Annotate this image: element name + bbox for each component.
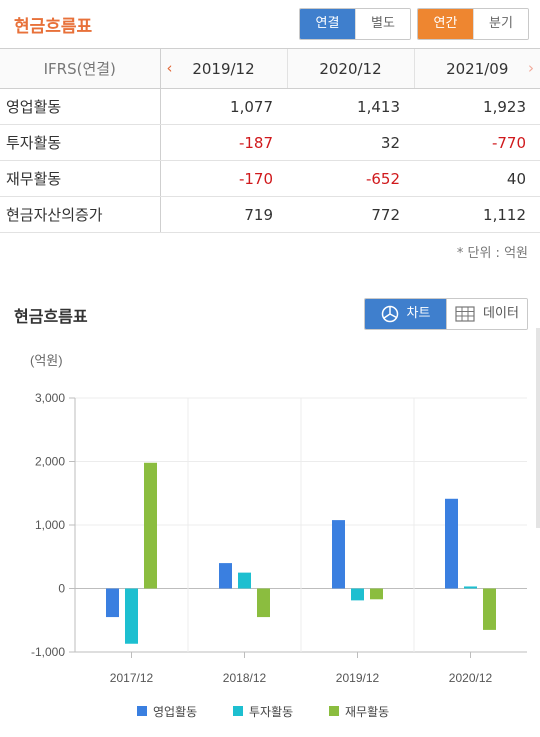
row-label: 현금자산의증가 [0, 196, 161, 233]
legend-label[interactable]: 재무활동 [345, 705, 389, 719]
header-bar: 현금흐름표 연결 별도 연간 분기 [0, 0, 540, 48]
table-cell: -652 [287, 160, 414, 197]
table-grid-icon [455, 306, 475, 322]
header-title: 현금흐름표 [14, 17, 93, 37]
consolidation-toggle: 연결 별도 [299, 8, 411, 40]
y-tick-label: 3,000 [35, 391, 65, 405]
column-header: ‹ 2019/12 [160, 48, 287, 89]
chevron-right-icon[interactable]: › [528, 59, 534, 77]
bar-영업활동[interactable] [445, 498, 458, 589]
chart-view-button[interactable]: 차트 [365, 299, 446, 329]
table-header-row: IFRS(연결) ‹ 2019/12 2020/12 2021/09 › [0, 48, 540, 89]
chevron-left-icon[interactable]: ‹ [166, 59, 173, 77]
x-tick-label: 2018/12 [223, 671, 267, 685]
table-row: 재무활동 -170 -652 40 [0, 160, 540, 197]
x-tick-label: 2019/12 [336, 671, 380, 685]
table-row: 영업활동 1,077 1,413 1,923 [0, 88, 540, 125]
y-tick-label: 0 [58, 582, 65, 596]
table-cell: -770 [414, 124, 540, 161]
data-view-button[interactable]: 데이터 [446, 299, 527, 329]
row-label: 투자활동 [0, 124, 161, 161]
period-toggle: 연간 분기 [417, 8, 529, 40]
bar-재무활동[interactable] [370, 588, 383, 600]
table-cell: 719 [160, 196, 287, 233]
legend-swatch [233, 706, 243, 716]
column-header: 2020/12 [286, 48, 414, 89]
bar-투자활동[interactable] [351, 588, 364, 601]
bar-투자활동[interactable] [125, 588, 138, 644]
y-tick-label: -1,000 [31, 645, 65, 659]
table-row: 현금자산의증가 719 772 1,112 [0, 196, 540, 233]
section-title: 현금흐름표 [14, 307, 88, 326]
table-cell: 772 [287, 196, 414, 233]
table-cell: -187 [160, 124, 287, 161]
bar-재무활동[interactable] [144, 462, 157, 589]
scrollbar[interactable] [536, 328, 540, 528]
x-tick-label: 2017/12 [110, 671, 154, 685]
quarterly-button[interactable]: 분기 [473, 9, 528, 39]
cashflow-table: IFRS(연결) ‹ 2019/12 2020/12 2021/09 › 영업활… [0, 48, 540, 233]
bar-영업활동[interactable] [332, 520, 345, 589]
y-tick-label: 2,000 [35, 455, 65, 469]
legend-label[interactable]: 투자활동 [249, 705, 293, 719]
column-header: 2021/09 › [413, 48, 540, 89]
row-label: 영업활동 [0, 88, 161, 125]
legend-label[interactable]: 영업활동 [153, 705, 197, 719]
y-tick-label: 1,000 [35, 518, 65, 532]
bar-투자활동[interactable] [238, 572, 251, 589]
table-cell: 1,077 [160, 88, 287, 125]
consolidated-button[interactable]: 연결 [300, 9, 355, 39]
table-cell: 1,112 [414, 196, 540, 233]
row-label: 재무활동 [0, 160, 161, 197]
table-row: 투자활동 -187 32 -770 [0, 124, 540, 161]
table-corner: IFRS(연결) [0, 48, 161, 89]
legend-swatch [137, 706, 147, 716]
table-cell: 1,413 [287, 88, 414, 125]
view-toggle: 차트 데이터 [364, 298, 528, 330]
table-cell: 40 [414, 160, 540, 197]
bar-재무활동[interactable] [483, 588, 496, 630]
y-unit-label: (억원) [30, 353, 63, 368]
pie-chart-icon [381, 305, 398, 323]
bar-영업활동[interactable] [219, 563, 232, 589]
table-cell: 1,923 [414, 88, 540, 125]
bar-영업활동[interactable] [106, 588, 119, 618]
cashflow-bar-chart: (억원) 3,000 2,000 1,000 0 -1,000 2017/12 2018/12… [30, 353, 527, 719]
separate-button[interactable]: 별도 [355, 9, 410, 39]
legend-swatch [329, 706, 339, 716]
table-cell: -170 [160, 160, 287, 197]
unit-note: * 단위 : 억원 [456, 246, 528, 261]
bar-재무활동[interactable] [257, 588, 270, 618]
table-cell: 32 [287, 124, 414, 161]
annual-button[interactable]: 연간 [418, 9, 473, 39]
x-tick-label: 2020/12 [449, 671, 493, 685]
bar-투자활동[interactable] [464, 586, 477, 589]
